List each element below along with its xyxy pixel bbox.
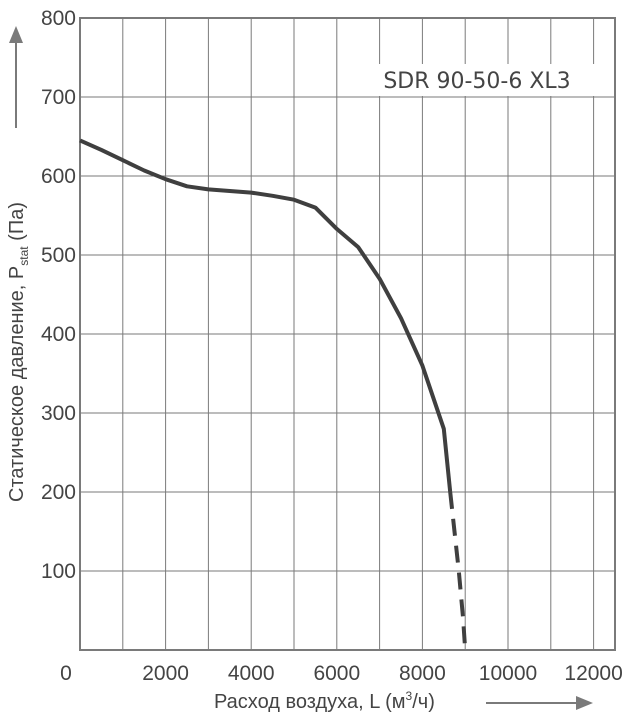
y-axis-arrow-icon (9, 26, 23, 128)
y-tick-label: 200 (41, 481, 76, 504)
x-tick-label: 2000 (142, 662, 189, 685)
x-tick-label: 4000 (228, 662, 275, 685)
grid (79, 17, 616, 651)
x-tick-label: 8000 (399, 662, 446, 685)
x-tick-label: 10000 (479, 662, 537, 685)
model-label-box (362, 64, 598, 96)
y-axis-title-sub: stat (17, 246, 31, 266)
curve-main (79, 138, 453, 493)
y-tick-label: 700 (41, 86, 76, 109)
x-axis-arrow-icon (486, 696, 593, 710)
curve-extrapolated (448, 491, 468, 651)
y-axis-title-main: Статическое давление, P (6, 266, 28, 502)
y-tick-label: 800 (41, 7, 76, 30)
y-tick-label: 400 (41, 323, 76, 346)
x-axis-title-tail: /ч) (412, 691, 435, 713)
x-axis-title-main: Расход воздуха, L (м (214, 691, 406, 713)
x-tick-label: 12000 (564, 662, 622, 685)
x-axis-title-sup: 3 (406, 689, 413, 703)
x-axis-title: Расход воздуха, L (м3/ч) (214, 689, 435, 713)
x-tick-label: 6000 (313, 662, 360, 685)
model-label: SDR 90-50-6 XL3 (383, 69, 570, 94)
y-tick-label: 500 (41, 244, 76, 267)
tick-labels: 0 2000 4000 6000 8000 10000 12000 100 200 300 400 5… (41, 7, 623, 685)
y-tick-label: 300 (41, 402, 76, 425)
y-axis-title: Статическое давление, Pstat (Па) (6, 202, 31, 502)
fan-curve (79, 138, 468, 651)
x-tick-label: 0 (60, 662, 72, 685)
y-tick-label: 600 (41, 165, 76, 188)
y-tick-label: 100 (41, 560, 76, 583)
y-axis-title-tail: (Па) (6, 202, 28, 246)
plot-frame (79, 17, 616, 651)
